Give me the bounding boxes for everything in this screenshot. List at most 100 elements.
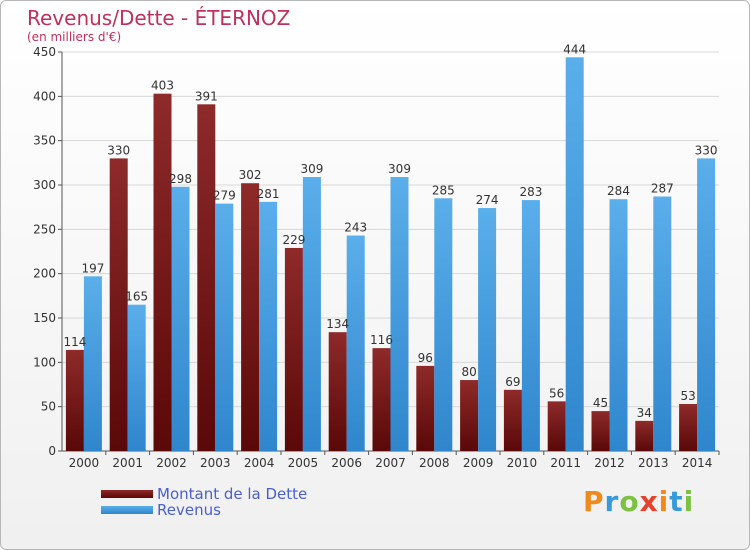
bar-debt xyxy=(591,411,610,451)
bar-revenus xyxy=(565,57,584,451)
brand-letter: x xyxy=(639,485,659,518)
brand-letter: r xyxy=(604,485,620,518)
bar-debt xyxy=(328,332,347,451)
bar-revenus xyxy=(609,199,628,451)
data-label-revenus: 284 xyxy=(607,184,630,198)
y-tick-label: 250 xyxy=(33,222,56,236)
y-tick-label: 50 xyxy=(41,400,56,414)
data-label-debt: 96 xyxy=(418,351,433,365)
bar-debt xyxy=(547,401,566,451)
bar-debt xyxy=(241,183,260,451)
legend-label-debt: Montant de la Dette xyxy=(157,485,308,503)
bar-debt xyxy=(679,404,698,451)
chart-subtitle: (en milliers d'€) xyxy=(27,30,122,44)
x-tick-label: 2009 xyxy=(463,456,494,470)
bar-debt xyxy=(635,420,654,451)
brand-letter: i xyxy=(658,485,670,518)
data-label-debt: 229 xyxy=(282,233,305,247)
x-tick-label: 2003 xyxy=(200,456,231,470)
data-label-debt: 134 xyxy=(326,317,349,331)
data-label-revenus: 281 xyxy=(257,187,280,201)
x-tick-label: 2005 xyxy=(288,456,319,470)
data-label-debt: 330 xyxy=(107,143,130,157)
data-label-debt: 114 xyxy=(63,335,86,349)
y-tick-label: 0 xyxy=(48,444,56,458)
data-label-revenus: 274 xyxy=(476,193,499,207)
x-tick-label: 2014 xyxy=(682,456,713,470)
x-tick-label: 2000 xyxy=(69,456,100,470)
bar-revenus xyxy=(478,208,497,451)
brand-letter: o xyxy=(619,485,640,518)
x-tick-label: 2001 xyxy=(112,456,143,470)
x-tick-label: 2012 xyxy=(594,456,625,470)
data-label-revenus: 165 xyxy=(125,290,148,304)
bar-debt xyxy=(153,93,172,451)
data-label-revenus: 330 xyxy=(695,143,718,157)
bar-revenus xyxy=(127,304,146,451)
brand-letter: P xyxy=(583,485,605,518)
legend-swatch-revenus xyxy=(101,506,153,514)
bar-revenus xyxy=(215,203,234,451)
bar-debt xyxy=(503,389,522,451)
y-tick-label: 100 xyxy=(33,355,56,369)
bar-debt xyxy=(109,158,128,451)
bar-revenus xyxy=(302,177,321,451)
bar-revenus xyxy=(171,186,190,452)
legend-label-revenus: Revenus xyxy=(157,501,221,519)
bar-revenus xyxy=(83,276,102,451)
chart-title: Revenus/Dette - ÉTERNOZ xyxy=(27,6,291,30)
x-tick-label: 2011 xyxy=(550,456,581,470)
y-tick-label: 200 xyxy=(33,267,56,281)
y-tick-label: 450 xyxy=(33,45,56,59)
bar-revenus xyxy=(259,201,278,451)
data-label-debt: 403 xyxy=(151,79,174,93)
bar-debt xyxy=(65,349,84,451)
x-tick-label: 2010 xyxy=(507,456,538,470)
data-label-debt: 69 xyxy=(505,375,520,389)
x-tick-label: 2013 xyxy=(638,456,669,470)
x-tick-label: 2004 xyxy=(244,456,275,470)
bar-revenus xyxy=(697,158,716,451)
data-label-revenus: 298 xyxy=(169,172,192,186)
x-tick-label: 2008 xyxy=(419,456,450,470)
bar-revenus xyxy=(390,177,409,451)
data-label-debt: 56 xyxy=(549,386,564,400)
data-label-revenus: 279 xyxy=(213,189,236,203)
brand-logo: Proxiti xyxy=(583,485,694,518)
data-label-revenus: 197 xyxy=(81,261,104,275)
bar-debt xyxy=(460,380,479,451)
data-label-revenus: 285 xyxy=(432,183,455,197)
bar-debt xyxy=(372,348,391,451)
bar-debt xyxy=(284,247,303,451)
data-label-debt: 302 xyxy=(239,168,262,182)
data-label-revenus: 287 xyxy=(651,182,674,196)
data-label-revenus: 243 xyxy=(344,221,367,235)
data-label-revenus: 309 xyxy=(388,162,411,176)
data-label-debt: 53 xyxy=(680,389,695,403)
data-label-revenus: 283 xyxy=(519,185,542,199)
y-tick-label: 150 xyxy=(33,311,56,325)
x-tick-label: 2007 xyxy=(375,456,406,470)
bar-revenus xyxy=(653,196,672,451)
legend-swatch-debt xyxy=(101,490,153,498)
bar-revenus xyxy=(521,200,540,451)
data-label-debt: 45 xyxy=(593,396,608,410)
data-label-debt: 80 xyxy=(461,365,476,379)
data-label-debt: 391 xyxy=(195,89,218,103)
x-tick-label: 2006 xyxy=(331,456,362,470)
bar-revenus xyxy=(346,235,365,451)
data-label-debt: 116 xyxy=(370,333,393,347)
brand-letter: i xyxy=(683,485,695,518)
y-tick-label: 400 xyxy=(33,89,56,103)
y-tick-label: 350 xyxy=(33,134,56,148)
x-tick-label: 2002 xyxy=(156,456,187,470)
data-label-revenus: 309 xyxy=(300,162,323,176)
data-label-debt: 34 xyxy=(637,406,652,420)
brand-letter: t xyxy=(669,485,684,518)
bar-debt xyxy=(197,104,216,452)
bar-revenus xyxy=(434,198,453,451)
bar-debt xyxy=(416,365,435,451)
y-tick-label: 300 xyxy=(33,178,56,192)
